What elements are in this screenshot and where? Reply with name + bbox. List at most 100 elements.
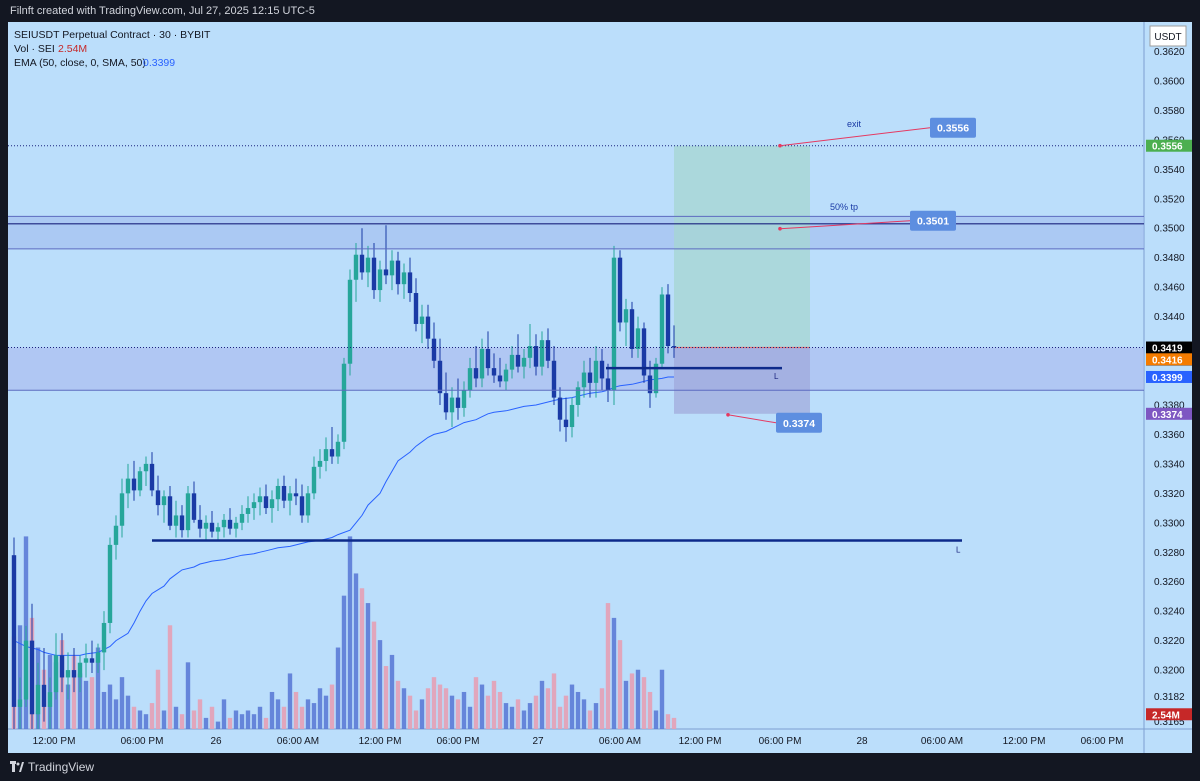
price-tick-label: 0.3580 — [1154, 106, 1185, 117]
candles-layer[interactable] — [11, 225, 677, 729]
price-axis-tag-text: 2.54M — [1152, 710, 1180, 721]
price-tick-label: 0.3240 — [1154, 607, 1185, 618]
volume-bar — [455, 699, 461, 729]
candle-body — [353, 254, 359, 280]
volume-bar — [509, 706, 515, 729]
stop-callout-text: 0.3374 — [783, 418, 815, 430]
candle-body — [173, 515, 179, 526]
volume-bar — [503, 703, 509, 729]
price-tick-label: 0.3440 — [1154, 312, 1185, 323]
volume-bar — [269, 691, 275, 729]
candle-body — [485, 348, 491, 369]
exit-callout-dot — [778, 143, 782, 148]
candle-body — [179, 515, 185, 531]
candle-body — [467, 368, 473, 391]
candle-body — [473, 368, 479, 379]
candle-body — [281, 485, 287, 501]
candle-body — [101, 622, 107, 653]
footer: TradingView — [0, 753, 1200, 781]
candle-body — [389, 260, 395, 276]
volume-bar — [629, 673, 635, 729]
volume-bar — [527, 703, 533, 729]
chart-header: Filnft created with TradingView.com, Jul… — [0, 0, 1200, 22]
candle-body — [149, 463, 155, 491]
time-tick-label: 06:00 AM — [277, 736, 319, 747]
candle-body — [479, 348, 485, 379]
time-tick-label: 28 — [856, 736, 868, 747]
volume-bar — [101, 691, 107, 729]
candle-body — [599, 360, 605, 379]
volume-bar — [449, 695, 455, 729]
time-axis-background — [8, 729, 1192, 753]
volume-bar — [599, 688, 605, 729]
candle-body — [359, 254, 365, 273]
tp-annotation: 50% tp — [830, 202, 858, 212]
time-tick-label: 06:00 AM — [921, 736, 963, 747]
volume-bar — [257, 706, 263, 729]
volume-bar — [17, 625, 23, 729]
candle-body — [23, 640, 29, 700]
candle-body — [425, 316, 431, 339]
price-tick-label: 0.3280 — [1154, 548, 1185, 559]
volume-bar — [161, 710, 167, 729]
candle-body — [89, 658, 95, 663]
candle-body — [299, 496, 305, 516]
candlestick-chart[interactable]: L L 0.3556 exit 0.3501 50% tp 0.3374 0.3620 0.3… — [8, 22, 1192, 753]
candle-body — [659, 294, 665, 364]
price-tick-label: 0.3182 — [1154, 692, 1185, 703]
time-tick-label: 27 — [532, 736, 544, 747]
volume-bar — [305, 699, 311, 729]
price-tick-label: 0.3380 — [1154, 400, 1185, 411]
volume-bar — [653, 710, 659, 729]
volume-bar — [443, 688, 449, 729]
volume-bar — [635, 669, 641, 729]
volume-bar — [263, 717, 269, 729]
candle-body — [527, 346, 533, 358]
volume-bar — [479, 684, 485, 729]
volume-bar — [143, 714, 149, 729]
chart-container[interactable]: L L 0.3556 exit 0.3501 50% tp 0.3374 0.3620 0.3… — [8, 22, 1192, 753]
time-tick-label: 26 — [210, 736, 222, 747]
candle-body — [557, 397, 563, 420]
price-tick-label: 0.3300 — [1154, 518, 1185, 529]
candle-body — [365, 257, 371, 273]
candle-body — [497, 375, 503, 382]
volume-bar — [245, 710, 251, 729]
take-profit-zone — [674, 145, 810, 348]
candle-body — [107, 544, 113, 623]
volume-bar — [383, 666, 389, 729]
candle-body — [317, 460, 323, 467]
price-axis-tag — [1146, 353, 1192, 366]
candle-body — [515, 354, 521, 367]
price-tick-label: 0.3540 — [1154, 165, 1185, 176]
volume-bar — [113, 699, 119, 729]
volume-bar — [521, 710, 527, 729]
currency-box[interactable] — [1149, 25, 1187, 47]
volume-bar — [617, 640, 623, 729]
candle-body — [575, 387, 581, 405]
candle-body — [59, 655, 65, 678]
candle-body — [419, 316, 425, 324]
candle-body — [329, 449, 335, 457]
time-axis[interactable]: 12:00 PM 06:00 PM 26 06:00 AM 12:00 PM 06:00 … — [33, 736, 1124, 747]
candle-body — [113, 525, 119, 545]
candle-body — [323, 449, 329, 461]
exit-annotation: exit — [847, 119, 862, 129]
volume-bar — [605, 603, 611, 729]
candle-body — [227, 519, 233, 529]
candle-body — [11, 555, 17, 707]
drawings-layer[interactable]: L L 0.3556 exit 0.3501 50% tp 0.3374 — [8, 117, 1144, 555]
tradingview-logo-icon — [10, 761, 24, 772]
volume-bar — [533, 695, 539, 729]
candle-body — [203, 522, 209, 529]
candle-body — [371, 257, 377, 291]
volume-bar — [413, 710, 419, 729]
volume-bar — [155, 669, 161, 729]
candle-body — [647, 375, 653, 394]
candle-body — [671, 346, 677, 348]
price-tick-label: 0.3200 — [1154, 666, 1185, 677]
volume-bar — [371, 621, 377, 729]
price-tick-label: 0.3600 — [1154, 76, 1185, 87]
candle-body — [17, 699, 23, 707]
volume-bar — [647, 691, 653, 729]
